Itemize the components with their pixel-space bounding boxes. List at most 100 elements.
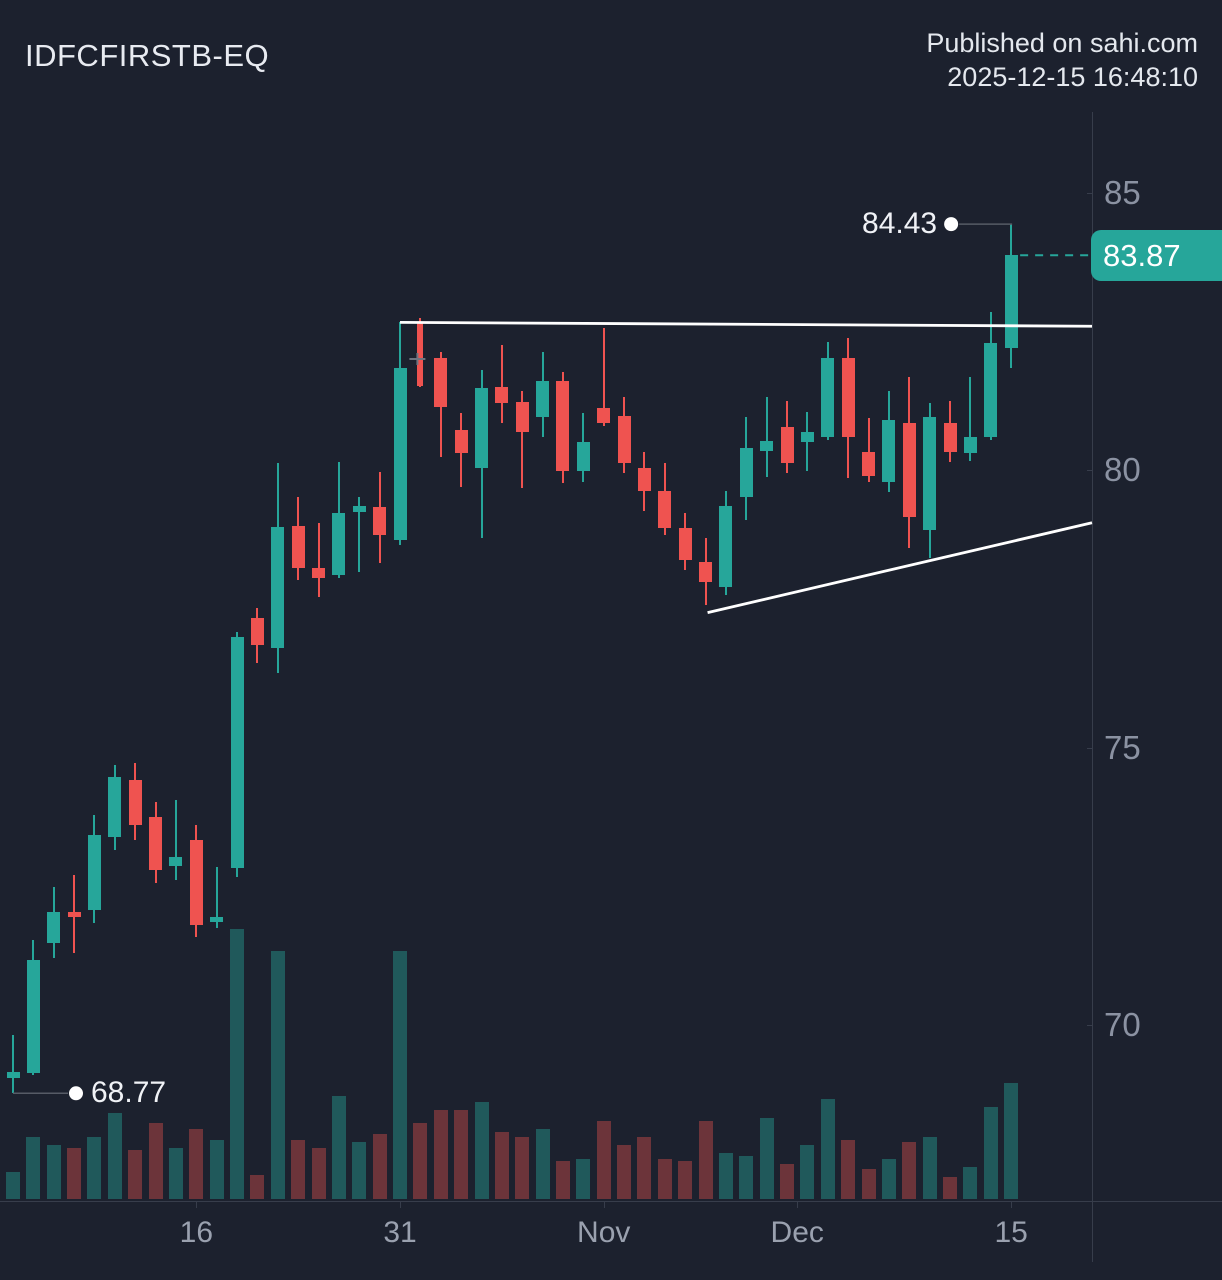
candle-body	[149, 816, 163, 871]
candle-body	[26, 960, 40, 1073]
candle-body	[210, 916, 224, 922]
candle-wick	[174, 799, 177, 881]
candle-body	[556, 380, 570, 471]
volume-bar	[718, 1153, 733, 1199]
candle-body	[760, 440, 774, 451]
candle-body	[108, 776, 122, 837]
publish-timestamp: 2025-12-15 16:48:10	[947, 62, 1198, 92]
price-axis-label: 70	[1104, 1006, 1141, 1043]
volume-bar	[128, 1150, 143, 1199]
volume-bar	[413, 1123, 428, 1199]
time-axis-tick	[603, 1202, 605, 1208]
volume-bar	[331, 1096, 346, 1199]
time-axis-label: 31	[383, 1216, 417, 1249]
candle-wick	[765, 397, 768, 478]
volume-bar	[678, 1161, 693, 1199]
time-axis-tick	[797, 1202, 799, 1208]
volume-bar	[983, 1107, 998, 1199]
candle-wick	[215, 866, 218, 928]
volume-bar	[311, 1147, 326, 1199]
time-axis-tick	[196, 1202, 198, 1208]
volume-bar	[841, 1139, 856, 1199]
volume-bar	[596, 1120, 611, 1199]
volume-bar	[759, 1118, 774, 1199]
price-axis-line	[1092, 112, 1093, 1262]
volume-bar	[474, 1101, 489, 1199]
candle-body	[902, 423, 916, 518]
time-axis-label: Dec	[770, 1216, 824, 1249]
volume-bar	[800, 1145, 815, 1199]
volume-bar	[230, 929, 245, 1199]
last-price-tag: 83.87	[1091, 230, 1222, 282]
volume-bar	[168, 1147, 183, 1199]
candle-body	[87, 835, 101, 911]
candle-body	[658, 490, 672, 529]
candle-body	[128, 780, 142, 826]
candle-body	[576, 442, 590, 471]
price-axis-tick	[1087, 470, 1092, 471]
volume-bar	[515, 1136, 530, 1199]
candle-body	[271, 527, 285, 649]
candle-body	[923, 417, 937, 531]
candle-wick	[521, 390, 524, 489]
candle-body	[250, 618, 264, 646]
volume-bar	[250, 1174, 265, 1199]
price-axis-tick	[1087, 192, 1092, 194]
candle-wick	[867, 418, 870, 483]
volume-bar	[46, 1145, 61, 1199]
volume-bar	[67, 1147, 82, 1199]
candle-body	[393, 368, 407, 541]
candle-wick	[500, 345, 503, 424]
price-axis-label: 75	[1104, 728, 1141, 766]
volume-bar	[861, 1169, 876, 1199]
candle-body	[332, 513, 346, 576]
volume-bar	[352, 1142, 367, 1199]
time-axis-tick	[400, 1202, 402, 1208]
candle-body	[475, 388, 488, 469]
volume-bar	[107, 1112, 122, 1199]
volume-bar	[617, 1145, 632, 1199]
volume-bar	[393, 950, 408, 1199]
candle-body	[943, 423, 957, 453]
candle-body	[678, 528, 692, 561]
candle-body	[536, 380, 550, 418]
candle-body	[47, 911, 61, 943]
volume-bar	[963, 1166, 978, 1199]
low-price-label: 68.77	[91, 1076, 167, 1110]
time-axis-label: 15	[994, 1216, 1028, 1249]
candle-body	[373, 507, 387, 536]
candle-body	[617, 415, 631, 464]
volume-bar	[87, 1136, 102, 1199]
volume-bar	[820, 1099, 835, 1199]
candle-body	[984, 343, 998, 438]
candle-body	[882, 420, 896, 483]
volume-bar	[780, 1163, 795, 1199]
candle-body	[637, 468, 651, 491]
candle-body	[67, 911, 81, 917]
candle-body	[1004, 255, 1018, 349]
volume-bar	[881, 1158, 896, 1199]
candle-wick	[317, 523, 320, 598]
candle-body	[515, 402, 529, 433]
candle-wick	[969, 377, 972, 461]
candle-body	[963, 437, 977, 454]
price-axis-label: 80	[1104, 451, 1141, 488]
time-axis-label: Nov	[577, 1216, 631, 1249]
publish-info: Published on sahi.com 2025-12-15 16:48:1…	[926, 26, 1198, 94]
candle-body	[821, 358, 835, 438]
candle-body	[739, 448, 753, 498]
volume-bar	[698, 1120, 713, 1199]
time-axis-tick	[1011, 1202, 1013, 1208]
volume-bar	[943, 1177, 958, 1199]
volume-bar	[6, 1172, 20, 1199]
volume-bar	[922, 1136, 937, 1199]
volume-bar	[148, 1123, 163, 1199]
candle-body	[454, 430, 468, 454]
volume-bar	[535, 1128, 550, 1199]
time-axis-line	[0, 1201, 1222, 1202]
volume-bar	[637, 1136, 652, 1199]
volume-bar	[494, 1131, 509, 1199]
volume-bar	[372, 1134, 387, 1199]
